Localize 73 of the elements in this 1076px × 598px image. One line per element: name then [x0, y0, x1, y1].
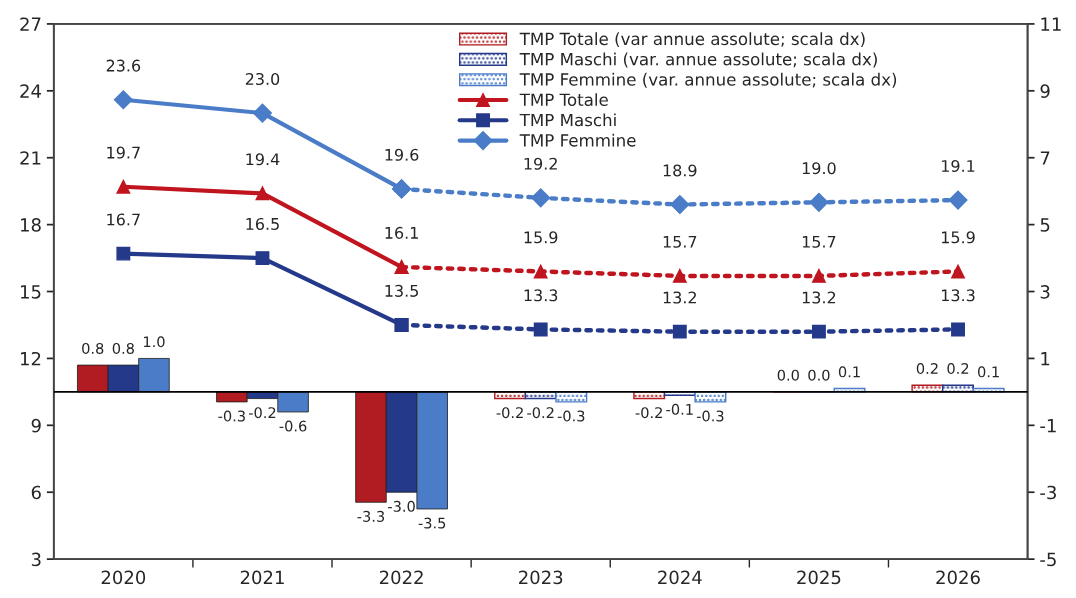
data-label: 19.6	[385, 148, 419, 161]
x-tick-label: 2025	[797, 570, 841, 585]
y-tick-label: 24	[20, 84, 41, 98]
y-tick-label: 27	[20, 17, 41, 31]
data-label: 13.3	[524, 289, 558, 302]
data-label: 15.7	[663, 235, 697, 248]
legend-label: TMP Maschi (var. annue assolute; scala dx)	[519, 52, 877, 68]
y2-tick-label: 3	[1040, 284, 1050, 299]
data-label: 13.2	[802, 291, 836, 304]
y-tick-label: 21	[20, 151, 41, 165]
data-label: -3.5	[418, 517, 446, 529]
y-tick-label: 15	[21, 285, 41, 299]
data-label: 0.8	[82, 342, 104, 354]
y2-tick-label: -3	[1040, 485, 1056, 500]
data-label: 15.9	[942, 231, 975, 244]
data-label: -0.3	[696, 410, 724, 422]
x-tick-label: 2023	[519, 570, 563, 585]
data-label: -0.1	[666, 403, 693, 415]
y-tick-label: 18	[21, 218, 41, 232]
data-label: 16.5	[246, 217, 279, 230]
data-label: -0.2	[635, 407, 662, 419]
data-label: 15.7	[802, 235, 836, 248]
data-label: 0.1	[838, 366, 860, 378]
x-tick-label: 2021	[240, 570, 284, 585]
data-label: 16.1	[385, 226, 418, 239]
legend-label: TMP Femmine (var. annue assolute; scala dx)	[519, 72, 897, 88]
data-label: 23.0	[245, 72, 280, 86]
y2-tick-label: 11	[1041, 17, 1061, 31]
data-label: 15.9	[524, 231, 558, 244]
legend-label: TMP Maschi	[519, 113, 616, 127]
y-tick-label: 6	[31, 485, 41, 500]
y-tick-label: 3	[31, 552, 41, 567]
data-label: -0.6	[279, 420, 307, 432]
data-label: 0.8	[112, 342, 134, 354]
data-label: 19.4	[246, 153, 280, 166]
data-label: 13.5	[385, 284, 418, 297]
data-label: 0.0	[777, 369, 799, 381]
data-label: -0.2	[248, 407, 276, 419]
data-label: 19.2	[524, 157, 557, 170]
data-label: 23.6	[106, 59, 141, 72]
x-tick-label: 2024	[658, 570, 702, 585]
data-label: -0.3	[557, 410, 585, 422]
y2-tick-label: 7	[1040, 151, 1050, 165]
y2-tick-label: -1	[1040, 419, 1056, 433]
data-label: 13.2	[663, 291, 696, 304]
data-label: -0.2	[527, 407, 554, 419]
data-label: -0.3	[218, 410, 245, 422]
x-tick-label: 2022	[379, 570, 423, 585]
data-label: 0.2	[947, 363, 969, 375]
legend-label: TMP Femmine	[519, 133, 636, 147]
y2-tick-label: 1	[1041, 352, 1050, 366]
data-label: 1.0	[143, 336, 165, 348]
y2-tick-label: 9	[1040, 84, 1050, 98]
y-tick-label: 9	[31, 418, 41, 433]
y2-tick-label: 5	[1040, 218, 1050, 232]
y-tick-label: 12	[21, 351, 41, 366]
legend-label: TMP Totale	[519, 93, 608, 107]
legend-label: TMP Totale (var annue assolute; scala dx)	[519, 32, 865, 48]
data-label: 18.9	[663, 164, 697, 177]
x-tick-label: 2020	[101, 570, 146, 585]
data-label: -3.0	[388, 500, 415, 512]
data-label: 13.3	[942, 289, 975, 302]
x-tick-label: 2026	[936, 570, 980, 585]
data-label: 19.7	[107, 146, 140, 159]
y2-tick-label: -5	[1040, 552, 1056, 567]
data-label: 16.7	[107, 213, 140, 226]
data-label: -0.2	[496, 407, 523, 419]
data-label: 0.1	[977, 366, 999, 378]
data-label: 19.0	[802, 162, 836, 175]
data-label: 19.1	[942, 159, 975, 172]
data-label: -3.3	[357, 510, 385, 522]
data-label: 0.2	[916, 363, 938, 375]
data-label: 0.0	[808, 369, 830, 381]
